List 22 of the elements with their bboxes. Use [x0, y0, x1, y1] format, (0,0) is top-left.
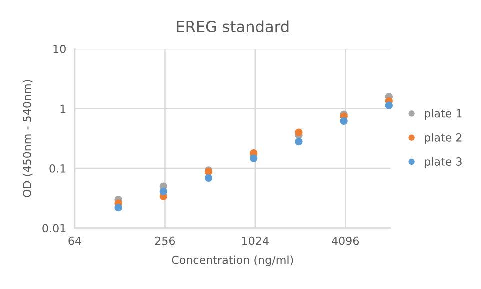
legend-label: plate 2 — [425, 133, 462, 144]
point — [114, 204, 122, 212]
legend-label: plate 1 — [425, 109, 462, 120]
point — [204, 174, 213, 182]
x-tick-label: 1024 — [242, 236, 269, 246]
point — [385, 102, 393, 110]
point — [250, 154, 258, 162]
y-tick-label: 0.1 — [50, 164, 66, 173]
legend-label: plate 3 — [425, 157, 462, 168]
y-tick-label: 1 — [60, 104, 66, 113]
x-tick-label: 64 — [68, 236, 82, 246]
y-tick-label: 10 — [54, 44, 66, 54]
y-axis-title: OD (450nm - 540nm) — [22, 80, 33, 198]
chart-title: EREG standard — [177, 20, 289, 33]
x-tick-label: 256 — [155, 236, 176, 246]
x-tick-label: 4096 — [332, 236, 360, 246]
x-axis-title: Concentration (ng/ml) — [172, 256, 294, 266]
point — [340, 117, 348, 125]
point — [295, 138, 303, 146]
point — [160, 188, 168, 196]
y-tick-label: 0.01 — [42, 224, 66, 233]
point — [295, 128, 303, 136]
